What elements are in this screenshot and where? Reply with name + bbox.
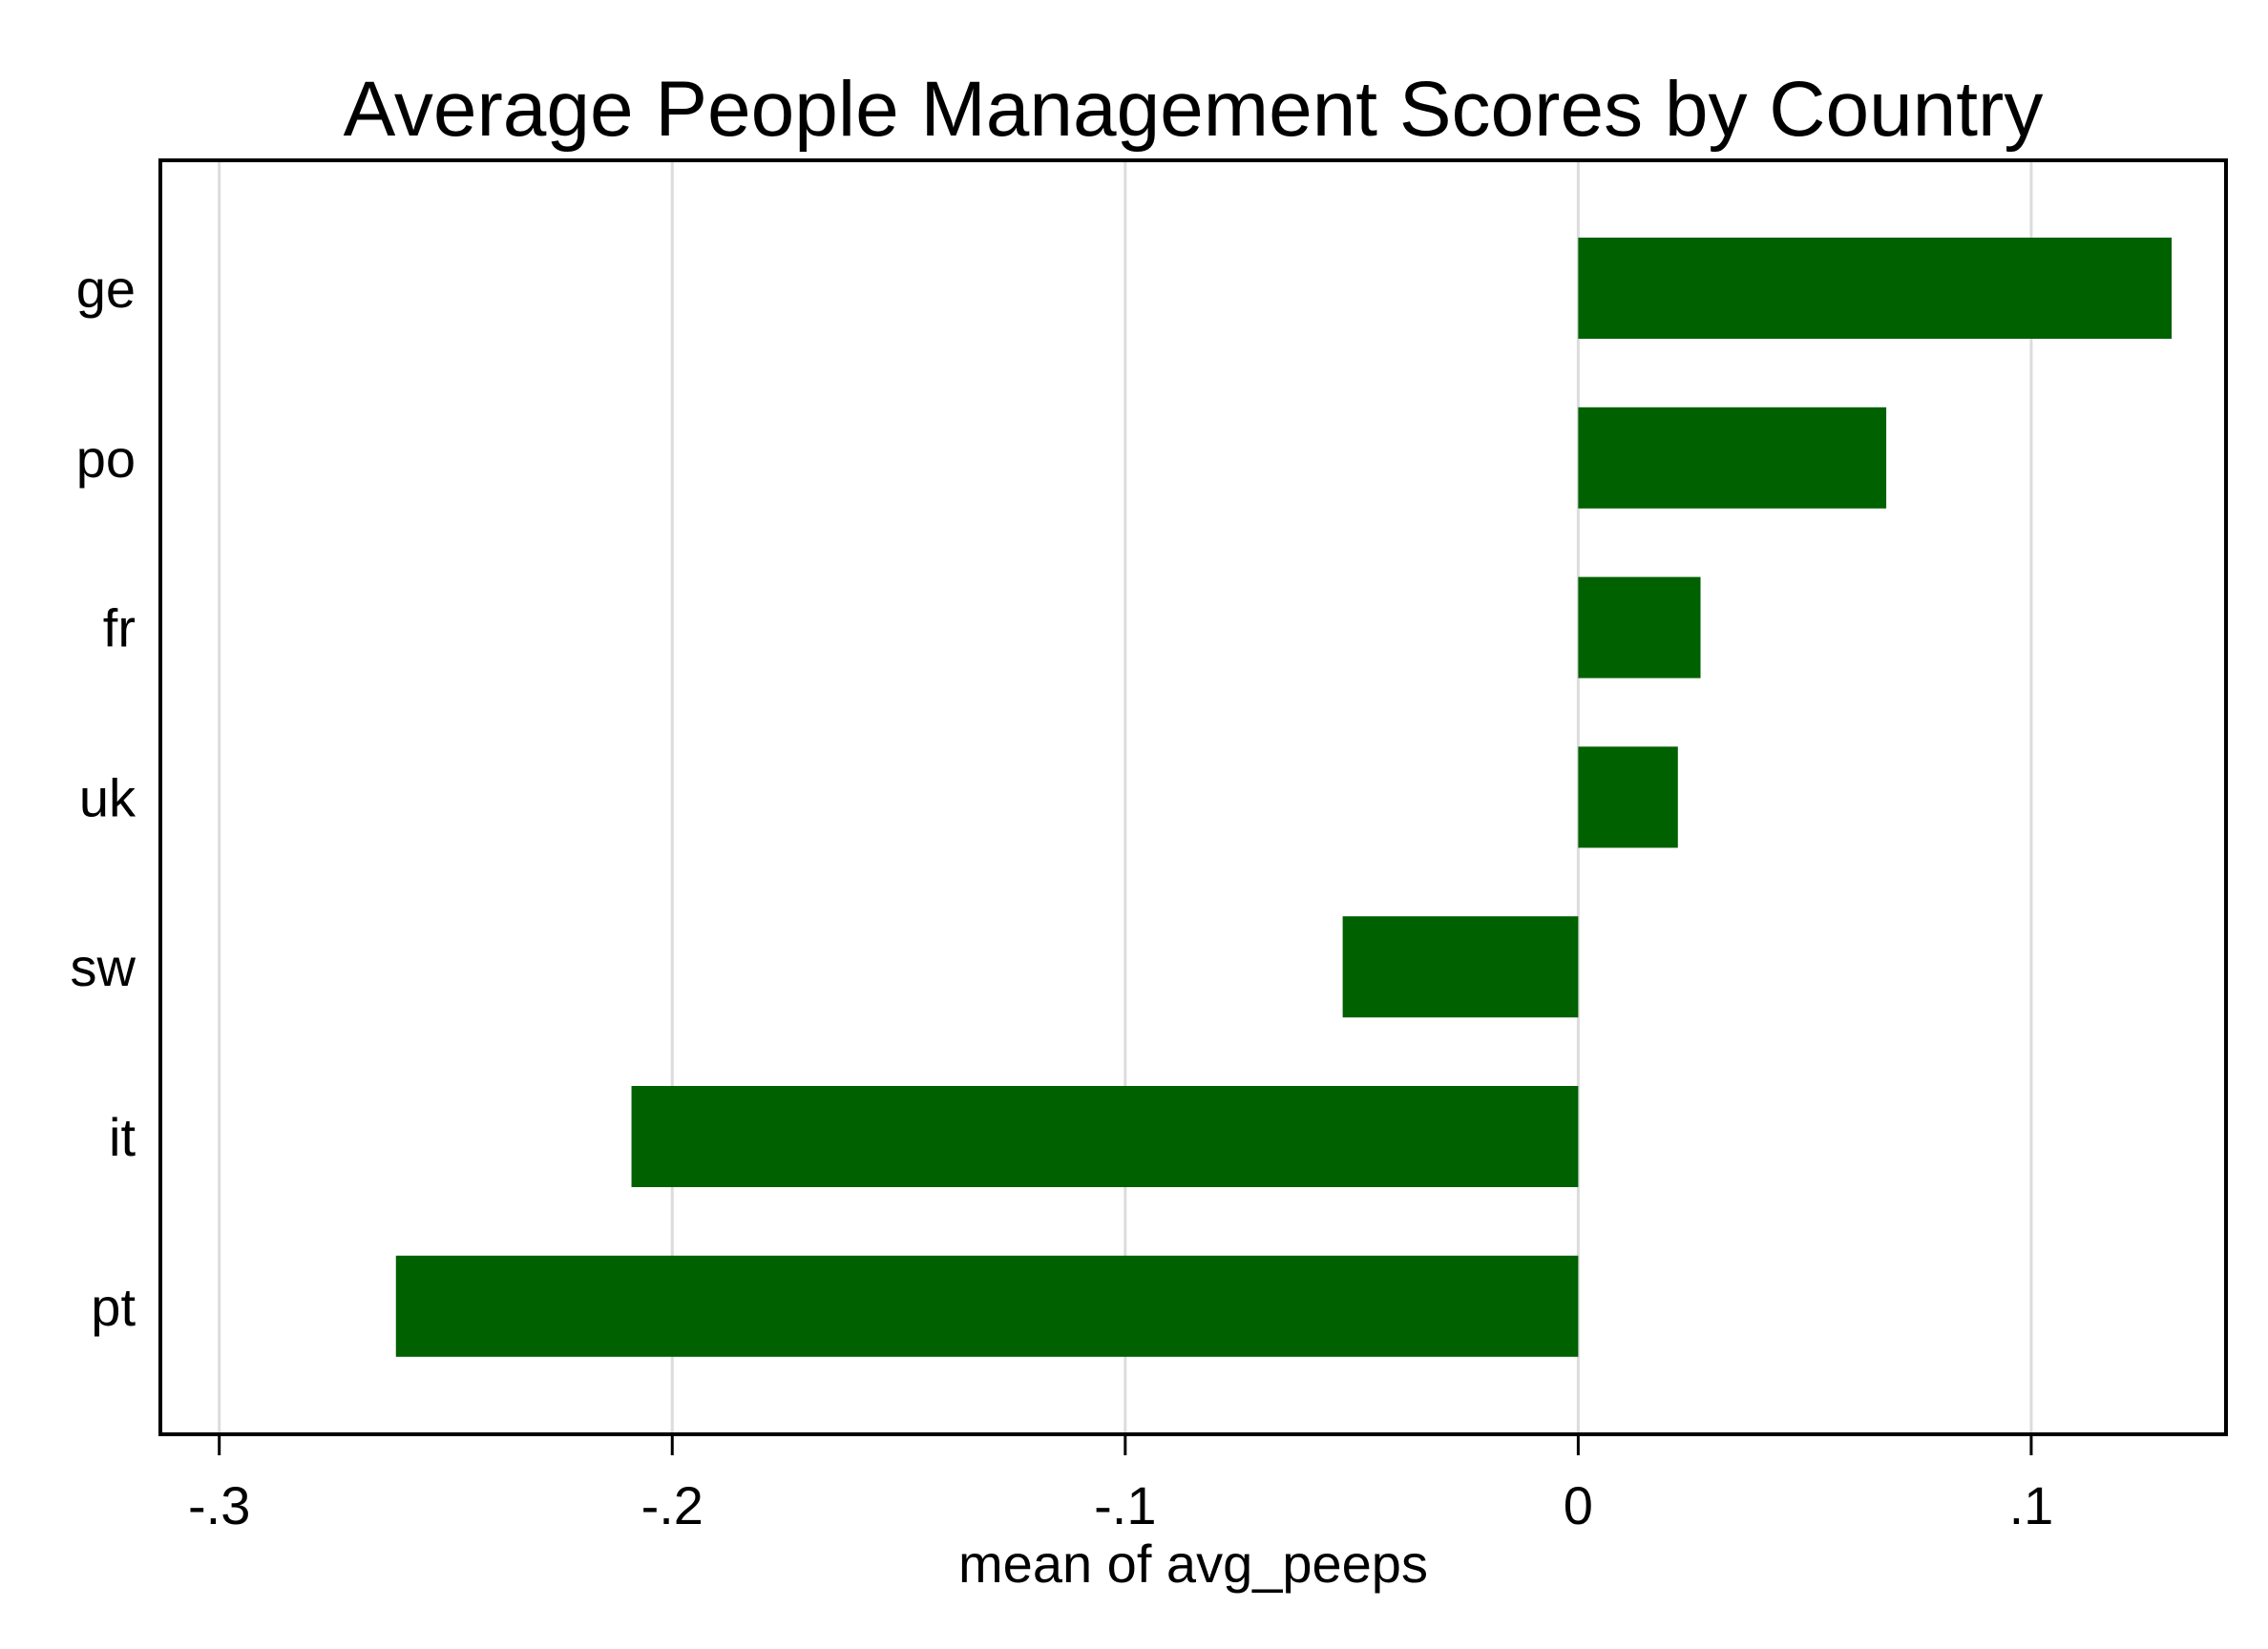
x-tick-label: -.2 bbox=[641, 1475, 704, 1535]
x-tick-label: .1 bbox=[2009, 1475, 2054, 1535]
y-axis-labels: ge po fr uk sw it pt bbox=[71, 259, 136, 1337]
category-label-pt: pt bbox=[91, 1277, 136, 1337]
bar-pt bbox=[395, 1255, 1579, 1357]
category-label-uk: uk bbox=[79, 767, 136, 827]
category-label-po: po bbox=[76, 428, 136, 489]
bars bbox=[395, 238, 2173, 1357]
chart-title: Average People Management Scores by Coun… bbox=[344, 66, 2044, 153]
category-label-sw: sw bbox=[71, 937, 136, 997]
bar-uk bbox=[1578, 746, 1678, 848]
x-tick-label: -.3 bbox=[188, 1475, 250, 1535]
bar-po bbox=[1578, 407, 1887, 509]
category-label-it: it bbox=[109, 1107, 136, 1167]
bar-it bbox=[631, 1086, 1579, 1187]
bar-sw bbox=[1342, 916, 1579, 1018]
x-axis-ticks: -.3 -.2 -.1 0 .1 bbox=[188, 1434, 2053, 1535]
x-tick-label: 0 bbox=[1564, 1475, 1593, 1535]
category-label-ge: ge bbox=[76, 259, 136, 319]
category-label-fr: fr bbox=[103, 598, 136, 658]
bar-ge bbox=[1578, 238, 2173, 339]
bar-fr bbox=[1578, 576, 1701, 678]
x-axis-title: mean of avg_peeps bbox=[958, 1534, 1428, 1594]
plot-frame bbox=[158, 158, 2228, 1436]
x-tick-label: -.1 bbox=[1094, 1475, 1156, 1535]
